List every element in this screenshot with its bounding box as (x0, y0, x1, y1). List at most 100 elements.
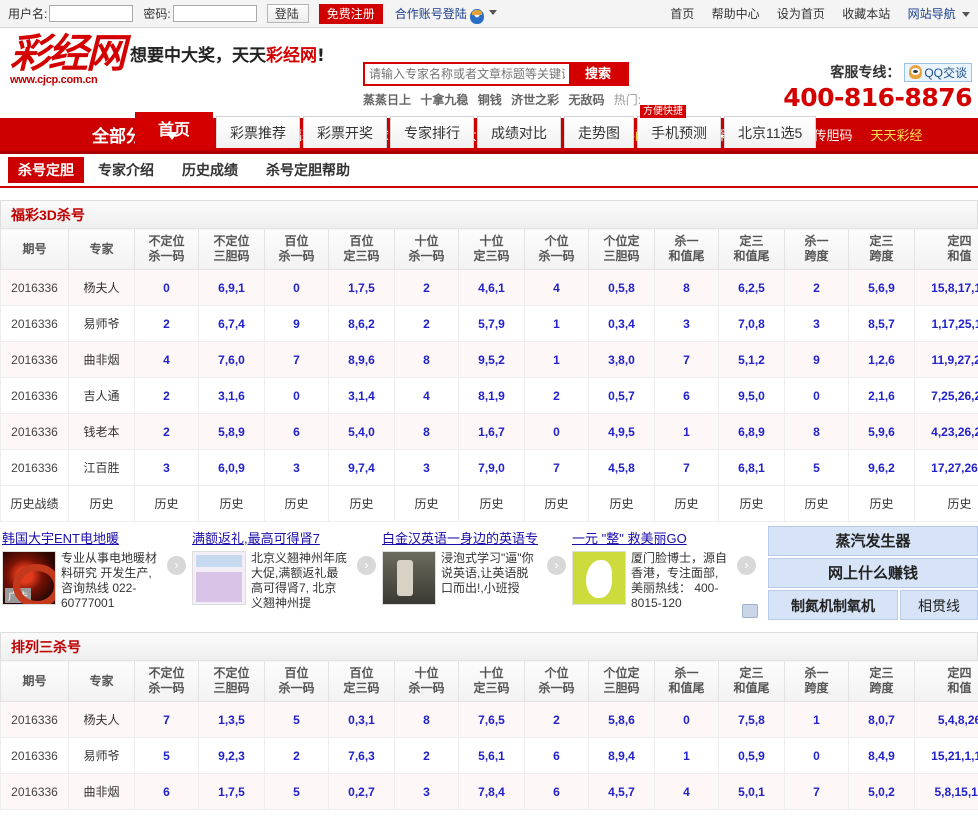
cell-expert[interactable]: 钱老本 (68, 413, 135, 450)
cell-number: 7 (264, 341, 329, 378)
cell-expert[interactable]: 杨夫人 (68, 269, 135, 306)
login-button[interactable]: 登陆 (266, 4, 309, 23)
cell-number: 8,6,2 (328, 305, 395, 342)
topnav-item-sethome[interactable]: 设为首页 (776, 7, 825, 21)
site-header: 彩经网 www.cjcp.com.cn 想要中大奖，天天彩经网! 搜索 蒸蒸日上… (0, 28, 978, 148)
topnav-item-help[interactable]: 帮助中心 (711, 7, 760, 21)
column-header-11: 定三 和值尾 (718, 228, 785, 270)
sitemap-chevron-down-icon[interactable] (962, 12, 970, 17)
username-input[interactable] (49, 5, 134, 22)
tab-expert-ranking[interactable]: 专家排行 (390, 116, 475, 148)
cell-number: 7 (654, 341, 719, 378)
ad-button-nitrogen-machine[interactable]: 制氮机制氧机 (768, 590, 898, 620)
history-link[interactable]: 历史 (394, 485, 459, 522)
ad-card-0[interactable]: 韩国大宇ENT电地暖 广告 专业从事电地暖材料研究 开发生产, 咨询热线 022… (0, 524, 190, 620)
ad-button-steam-generator[interactable]: 蒸汽发生器 (768, 526, 978, 556)
history-link[interactable]: 历史 (718, 485, 785, 522)
column-header-6: 十位 杀一码 (394, 228, 459, 270)
subtab-expert-intro[interactable]: 专家介绍 (98, 162, 154, 178)
cell-expert[interactable]: 吉人通 (68, 377, 135, 414)
cell-number: 2 (524, 701, 589, 738)
ad-card-1[interactable]: 满额返礼,最高可得肾7 北京义翘神州年底大促,满额返礼最高可得肾7, 北京义翘神… (190, 524, 380, 620)
promo-thumbnail-icon (192, 551, 246, 605)
ad-title[interactable]: 满额返礼,最高可得肾7 (192, 531, 320, 546)
ad-title[interactable]: 韩国大宇ENT电地暖 (2, 531, 120, 546)
cell-number: 6,2,5 (718, 269, 785, 306)
ad-title[interactable]: 一元 "整" 救美丽GO (572, 531, 687, 546)
topnav-item-bookmark[interactable]: 收藏本站 (842, 7, 891, 21)
column-header-13: 定三 跨度 (848, 228, 915, 270)
ad-button-online-money[interactable]: 网上什么赚钱 (768, 558, 978, 588)
cell-issue: 2016336 (0, 305, 69, 342)
history-link[interactable]: 历史 (848, 485, 915, 522)
history-link[interactable]: 历史 (328, 485, 395, 522)
qq-chat-button[interactable]: QQ交谈 (904, 62, 972, 82)
hot-keyword-1[interactable]: 十拿九稳 (420, 93, 469, 107)
search-button[interactable]: 搜索 (569, 64, 627, 84)
history-link[interactable]: 历史 (198, 485, 265, 522)
search-input[interactable] (365, 64, 569, 84)
ad-tag: 广告 (5, 588, 31, 603)
cell-expert[interactable]: 易师爷 (68, 305, 135, 342)
slogan-prefix: 想要中大奖，天天 (130, 46, 266, 66)
table-row: 2016336 曲非烟 4 7,6,0 7 8,9,6 8 9,5,2 1 3,8,0 7 5,1,2… (0, 341, 978, 378)
tab-mobile-prediction[interactable]: 方便快捷 手机预测 (637, 105, 722, 148)
hot-keyword-2[interactable]: 铜钱 (477, 93, 502, 107)
column-header-13: 定三 跨度 (848, 660, 915, 702)
cell-number: 2 (524, 377, 589, 414)
cell-expert[interactable]: 江百胜 (68, 449, 135, 486)
topnav-item-home[interactable]: 首页 (670, 7, 695, 21)
tab-beijing-11x5[interactable]: 北京11选5 (724, 116, 817, 148)
password-input[interactable] (172, 5, 257, 22)
cell-expert[interactable]: 杨夫人 (68, 701, 135, 738)
tab-score-compare[interactable]: 成绩对比 (477, 116, 562, 148)
qq-icon[interactable] (469, 9, 484, 24)
register-button[interactable]: 免费注册 (318, 3, 383, 24)
site-logo[interactable]: 彩经网 www.cjcp.com.cn (10, 32, 128, 87)
table-row: 2016336 钱老本 2 5,8,9 6 5,4,0 8 1,6,7 0 4,9,5 1 6,8,9… (0, 413, 978, 450)
history-link[interactable]: 历史 (914, 485, 978, 522)
history-link[interactable]: 历史 (654, 485, 719, 522)
cell-number: 6 (524, 773, 589, 810)
history-link[interactable]: 历史 (68, 485, 135, 522)
ad-next-arrow-icon[interactable]: › (167, 556, 186, 575)
cell-number: 0 (524, 413, 589, 450)
topnav-item-sitemap[interactable]: 网站导航 (907, 7, 956, 21)
cell-expert[interactable]: 曲非烟 (68, 341, 135, 378)
top-nav: 首页 帮助中心 设为首页 收藏本站 网站导航 (656, 5, 970, 22)
cell-number: 7,9,0 (458, 449, 525, 486)
ad-title[interactable]: 白金汉英语一身边的英语专 (382, 531, 539, 546)
tab-trend-chart[interactable]: 走势图 (564, 116, 635, 148)
ad-button-intersecting-line[interactable]: 相贯线 (900, 590, 978, 620)
hot-keyword-4[interactable]: 无敌码 (568, 93, 605, 107)
history-link[interactable]: 历史 (784, 485, 849, 522)
cooperative-login-link[interactable]: 合作账号登陆 (394, 7, 467, 21)
subtab-help[interactable]: 杀号定胆帮助 (266, 162, 350, 178)
ad-card-2[interactable]: 白金汉英语一身边的英语专 浸泡式学习"逼"你说英语,让英语脱口而出!,小班授 › (380, 524, 570, 620)
history-link[interactable]: 历史 (134, 485, 199, 522)
ad-next-arrow-icon[interactable]: › (737, 556, 756, 575)
history-link[interactable]: 历史 (458, 485, 525, 522)
history-link[interactable]: 历史 (524, 485, 589, 522)
cell-number: 1,2,6 (848, 341, 915, 378)
subtab-history-record[interactable]: 历史成绩 (182, 162, 238, 178)
history-link[interactable]: 历史 (264, 485, 329, 522)
tab-lottery-recommend[interactable]: 彩票推荐 (216, 116, 301, 148)
cell-number: 3 (784, 305, 849, 342)
history-link[interactable]: 历史 (588, 485, 655, 522)
column-header-9: 个位定 三胆码 (588, 660, 655, 702)
cell-expert[interactable]: 曲非烟 (68, 773, 135, 810)
tab-home[interactable]: 首页 (135, 112, 214, 148)
ad-card-3[interactable]: 一元 "整" 救美丽GO 厦门脸博士，源自香港，专注面部,美丽热线： 400-8… (570, 524, 760, 620)
hot-keyword-0[interactable]: 蒸蒸日上 (363, 93, 412, 107)
cell-number: 2 (784, 269, 849, 306)
cell-expert[interactable]: 易师爷 (68, 737, 135, 774)
chevron-down-icon[interactable] (488, 10, 497, 15)
subtab-kill-number[interactable]: 杀号定胆 (8, 157, 84, 183)
ad-next-arrow-icon[interactable]: › (547, 556, 566, 575)
tab-lottery-results[interactable]: 彩票开奖 (303, 116, 388, 148)
ad-next-arrow-icon[interactable]: › (357, 556, 376, 575)
table-body-fc3d: 2016336 杨夫人 0 6,9,1 0 1,7,5 2 4,6,1 4 0,5,8 8 6,2,5… (0, 269, 978, 522)
category-item-tiantian-caijing[interactable]: 天天彩经 (870, 128, 923, 143)
hot-keyword-3[interactable]: 济世之彩 (511, 93, 560, 107)
